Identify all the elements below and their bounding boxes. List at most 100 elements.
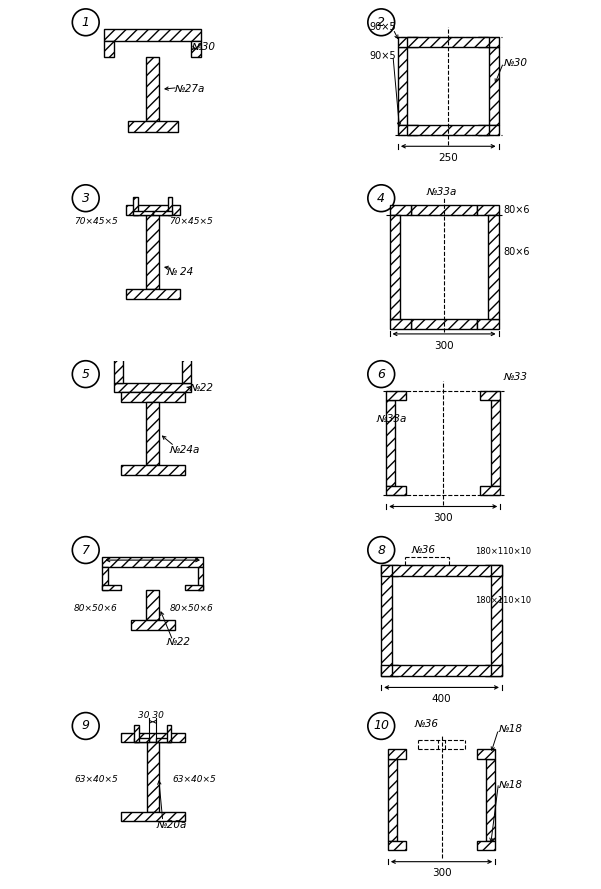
Bar (182, 359, 191, 382)
Bar (114, 382, 191, 392)
Bar (191, 41, 201, 58)
Text: 300: 300 (433, 513, 453, 524)
Text: 400: 400 (432, 694, 451, 704)
Bar (121, 392, 185, 402)
Bar (491, 565, 502, 676)
Bar (388, 749, 406, 758)
Bar (477, 749, 495, 758)
Text: №33: №33 (504, 372, 528, 382)
Bar (412, 319, 477, 329)
Bar (126, 205, 180, 215)
Bar (168, 196, 172, 215)
Bar (185, 585, 203, 590)
Bar (133, 196, 138, 215)
Bar (398, 37, 418, 46)
Text: №27а: №27а (174, 84, 205, 94)
Bar (133, 211, 153, 215)
Text: 7: 7 (82, 543, 90, 557)
Bar (104, 41, 114, 58)
Bar (491, 400, 500, 485)
Bar (477, 841, 495, 850)
Bar (398, 46, 407, 125)
Bar (389, 215, 400, 319)
Text: №18: №18 (498, 780, 522, 789)
Text: №18: №18 (498, 725, 522, 734)
Text: №36: №36 (415, 719, 439, 729)
Text: 90×5: 90×5 (370, 51, 396, 60)
Text: №36: №36 (412, 545, 435, 555)
Text: 1: 1 (82, 16, 90, 28)
Text: №20а: №20а (156, 820, 186, 829)
Bar (477, 205, 498, 215)
Bar (485, 565, 502, 576)
Bar (386, 391, 406, 400)
Bar (121, 733, 185, 742)
Bar (477, 319, 498, 329)
Text: 70×45×5: 70×45×5 (169, 217, 213, 226)
Bar (121, 813, 185, 821)
Bar (134, 725, 138, 742)
Bar (381, 565, 392, 676)
Bar (147, 742, 159, 813)
Bar (167, 725, 171, 742)
Text: №22: №22 (189, 382, 213, 393)
Bar (407, 37, 489, 46)
Text: №30: №30 (504, 58, 528, 68)
Text: 80×50×6: 80×50×6 (169, 605, 213, 613)
Text: №30: №30 (191, 43, 215, 52)
Bar (485, 665, 502, 676)
Bar (146, 402, 159, 466)
Bar (489, 215, 498, 319)
Text: 80×6: 80×6 (504, 205, 530, 215)
Text: 63×40×5: 63×40×5 (173, 775, 216, 784)
Bar (131, 621, 174, 629)
Text: 3: 3 (82, 192, 90, 204)
Text: 90×5: 90×5 (370, 22, 396, 32)
Bar (121, 466, 185, 476)
Text: 5: 5 (82, 368, 90, 380)
Text: 10: 10 (373, 719, 389, 733)
Bar (156, 738, 171, 742)
Text: 80×50×6: 80×50×6 (74, 605, 118, 613)
Bar (126, 289, 180, 299)
Bar (480, 485, 500, 495)
Text: 9: 9 (82, 719, 90, 733)
Bar (388, 841, 406, 850)
Text: 30 30: 30 30 (138, 710, 164, 719)
Bar (386, 485, 406, 495)
Text: 300: 300 (432, 869, 451, 878)
Bar (478, 125, 498, 134)
Text: 6: 6 (377, 368, 385, 380)
Text: 4: 4 (377, 192, 385, 204)
Text: 80×6: 80×6 (504, 247, 530, 257)
Bar (486, 758, 495, 841)
Bar (398, 125, 418, 134)
Bar (146, 590, 159, 621)
Text: № 24: № 24 (166, 267, 194, 277)
Text: 2: 2 (377, 16, 385, 28)
Text: 8: 8 (377, 543, 385, 557)
Bar (386, 400, 395, 485)
Bar (103, 585, 121, 590)
Text: №24а: №24а (169, 444, 200, 454)
Bar (392, 665, 491, 676)
Bar (146, 58, 159, 121)
Bar (198, 567, 203, 590)
Bar (389, 205, 412, 215)
Text: №33а: №33а (376, 414, 407, 424)
Text: 180×110×10: 180×110×10 (475, 548, 531, 557)
Bar (392, 565, 491, 576)
Bar (103, 567, 108, 590)
Text: 250: 250 (438, 153, 458, 163)
Bar (381, 565, 398, 576)
Bar (389, 319, 412, 329)
Bar (478, 37, 498, 46)
Bar (480, 391, 500, 400)
Bar (103, 557, 203, 567)
Bar (388, 758, 397, 841)
Text: 300: 300 (435, 340, 454, 350)
Bar (146, 215, 159, 289)
Bar (104, 29, 201, 41)
Bar (412, 205, 477, 215)
Text: 63×40×5: 63×40×5 (74, 775, 118, 784)
